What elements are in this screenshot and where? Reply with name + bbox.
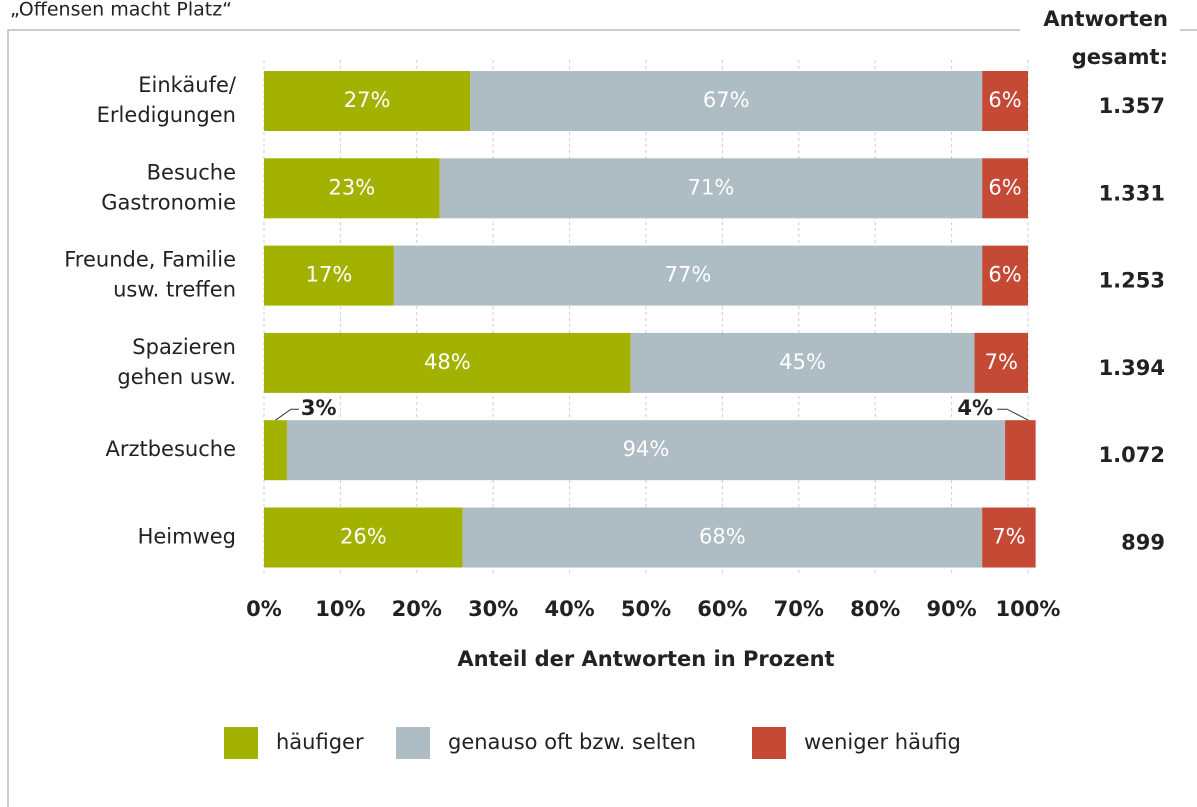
bar-segment bbox=[264, 332, 631, 393]
data-label: 94% bbox=[623, 437, 670, 461]
data-label: 7% bbox=[985, 350, 1018, 374]
y-tick-label: usw. treffen bbox=[113, 278, 236, 302]
y-tick-label: Spazieren bbox=[132, 335, 236, 359]
y-tick-label: Einkäufe/ bbox=[138, 73, 237, 97]
callout-line bbox=[997, 408, 1029, 421]
x-tick-label: 80% bbox=[850, 597, 900, 621]
callout-line bbox=[275, 408, 299, 421]
legend-swatch bbox=[752, 727, 786, 759]
x-tick-label: 70% bbox=[774, 597, 824, 621]
data-label: 4% bbox=[957, 396, 993, 420]
bar-segment bbox=[286, 420, 1006, 481]
bar-segment bbox=[974, 332, 1028, 393]
bar-segment bbox=[462, 507, 983, 568]
x-tick-label: 20% bbox=[392, 597, 442, 621]
x-tick-label: 0% bbox=[246, 597, 282, 621]
bar-segment bbox=[439, 158, 983, 219]
legend-label: genauso oft bzw. selten bbox=[448, 730, 696, 754]
legend-label: weniger häufig bbox=[804, 730, 961, 754]
bar-segment bbox=[264, 158, 440, 219]
data-label: 27% bbox=[344, 88, 391, 112]
data-label: 67% bbox=[703, 88, 750, 112]
x-tick-label: 40% bbox=[544, 597, 594, 621]
data-label: 23% bbox=[329, 175, 376, 199]
y-tick-label: Freunde, Familie bbox=[64, 248, 236, 272]
bar-segment bbox=[982, 507, 1036, 568]
x-axis-label: Anteil der Antworten in Prozent bbox=[457, 647, 834, 671]
total-label: 1.357 bbox=[1099, 94, 1165, 118]
y-tick-label: Besuche bbox=[147, 160, 236, 184]
subtitle: „Offensen macht Platz“ bbox=[10, 0, 232, 21]
total-label: 1.394 bbox=[1099, 356, 1165, 380]
total-label: 899 bbox=[1121, 531, 1165, 555]
data-label: 77% bbox=[665, 263, 712, 287]
data-label: 3% bbox=[301, 396, 337, 420]
x-tick-label: 60% bbox=[697, 597, 747, 621]
data-label: 6% bbox=[988, 263, 1021, 287]
bar-segment bbox=[393, 245, 983, 306]
bar-segment bbox=[1005, 420, 1036, 481]
y-tick-label: gehen usw. bbox=[117, 365, 236, 389]
legend-swatch bbox=[396, 727, 430, 759]
x-tick-label: 10% bbox=[315, 597, 365, 621]
total-label: 1.331 bbox=[1099, 181, 1165, 205]
bar-segment bbox=[630, 332, 975, 393]
data-label: 68% bbox=[699, 525, 746, 549]
totals-title: Antworten bbox=[1043, 7, 1168, 31]
data-label: 7% bbox=[992, 525, 1025, 549]
x-tick-label: 100% bbox=[996, 597, 1061, 621]
bar-segment bbox=[982, 245, 1028, 306]
data-label: 71% bbox=[688, 175, 735, 199]
bar-segment bbox=[470, 71, 983, 131]
y-tick-label: Erledigungen bbox=[97, 103, 236, 127]
bar-segment bbox=[982, 71, 1028, 131]
data-label: 17% bbox=[306, 263, 353, 287]
y-tick-label: Gastronomie bbox=[101, 190, 236, 214]
x-tick-label: 90% bbox=[926, 597, 976, 621]
data-label: 6% bbox=[988, 88, 1021, 112]
y-tick-label: Arztbesuche bbox=[105, 437, 236, 461]
frame bbox=[7, 29, 1020, 807]
data-label: 45% bbox=[779, 350, 826, 374]
y-tick-label: Heimweg bbox=[138, 525, 236, 549]
bar-segment bbox=[264, 420, 287, 481]
bar-segment bbox=[982, 158, 1028, 219]
bar-segment bbox=[264, 245, 394, 306]
legend-label: häufiger bbox=[276, 730, 364, 754]
x-tick-label: 30% bbox=[468, 597, 518, 621]
total-label: 1.072 bbox=[1099, 443, 1165, 467]
bar-segment bbox=[264, 507, 463, 568]
data-label: 6% bbox=[988, 175, 1021, 199]
bar-segment bbox=[264, 71, 471, 131]
totals-title: gesamt: bbox=[1072, 45, 1168, 69]
data-label: 48% bbox=[424, 350, 471, 374]
total-label: 1.253 bbox=[1099, 269, 1165, 293]
data-label: 26% bbox=[340, 525, 387, 549]
legend-swatch bbox=[224, 727, 258, 759]
x-tick-label: 50% bbox=[621, 597, 671, 621]
